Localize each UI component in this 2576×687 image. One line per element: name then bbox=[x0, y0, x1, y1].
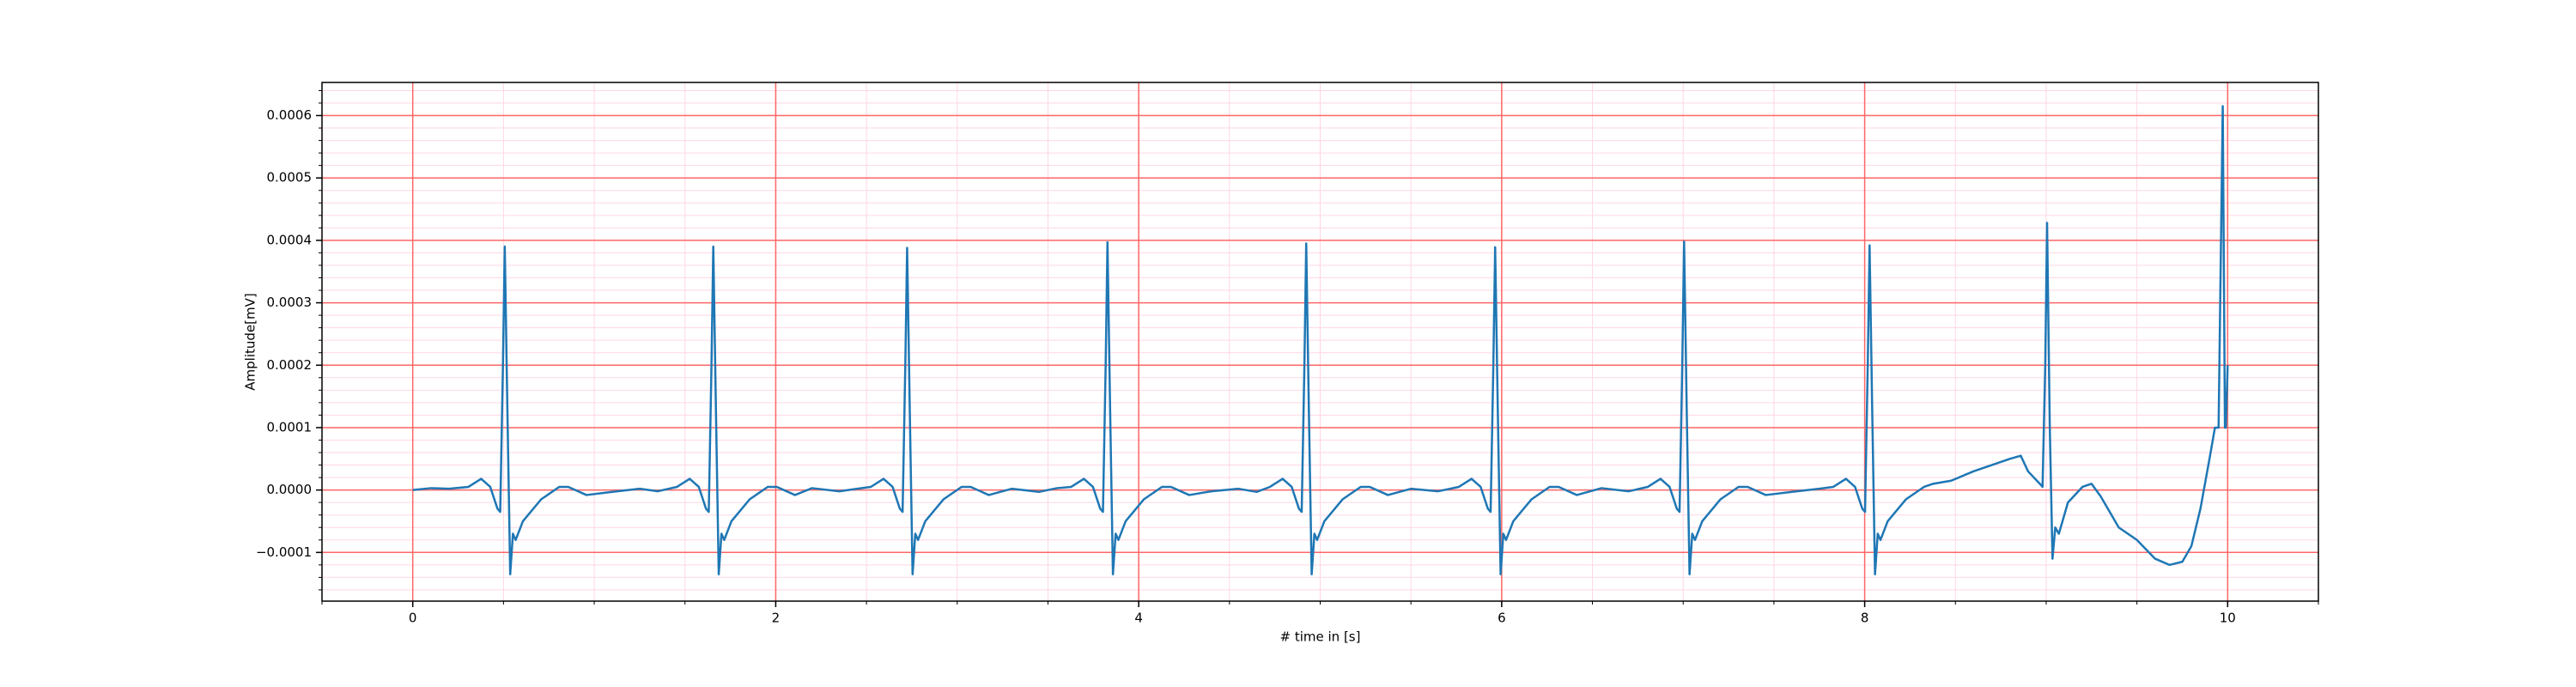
plot-area bbox=[412, 105, 2229, 575]
y-tick-label: 0.0001 bbox=[267, 419, 313, 435]
x-tick-label: 0 bbox=[409, 611, 417, 626]
x-tick-label: 10 bbox=[2220, 611, 2236, 626]
y-tick-label: 0.0000 bbox=[267, 482, 313, 497]
y-tick-label: 0.0006 bbox=[267, 107, 313, 123]
y-tick-label: 0.0003 bbox=[267, 295, 313, 310]
signal-line bbox=[412, 105, 2229, 575]
y-tick-label: 0.0004 bbox=[267, 232, 313, 247]
x-tick-label: 8 bbox=[1861, 611, 1869, 626]
x-axis-label: # time in [s] bbox=[1280, 629, 1361, 645]
y-axis-label: Amplitude[mV] bbox=[243, 293, 258, 390]
x-tick-label: 4 bbox=[1134, 611, 1143, 626]
y-tick-label: 0.0002 bbox=[267, 357, 313, 373]
x-tick-label: 2 bbox=[772, 611, 781, 626]
y-tick-label: 0.0005 bbox=[267, 170, 313, 185]
x-tick-label: 6 bbox=[1498, 611, 1506, 626]
y-tick-label: −0.0001 bbox=[256, 544, 312, 560]
grid bbox=[321, 82, 2319, 601]
